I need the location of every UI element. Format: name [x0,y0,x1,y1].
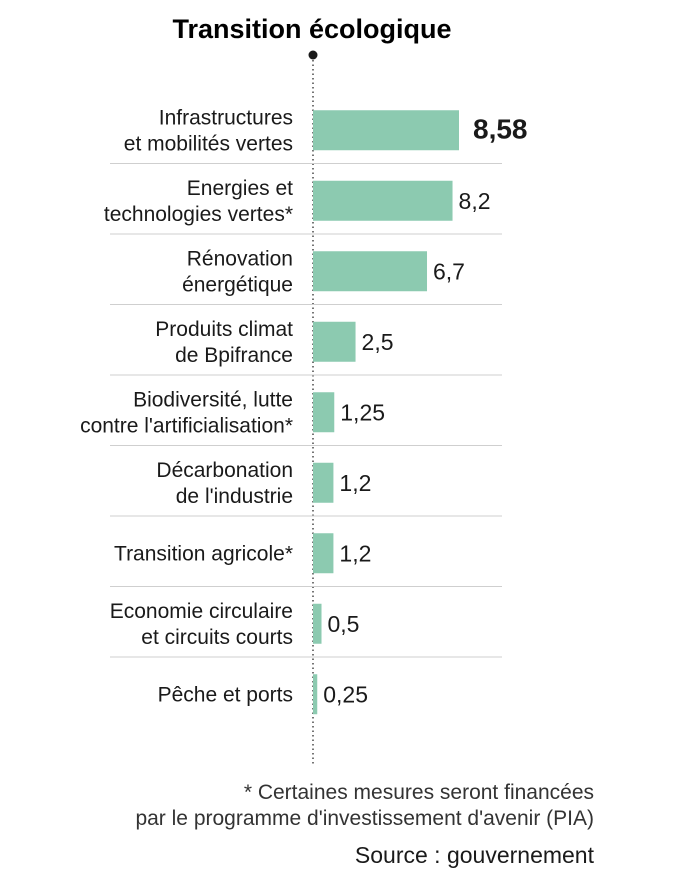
axis-top-dot [308,50,318,60]
bar [313,603,322,644]
category-label: Produits climat de Bpifrance [155,318,293,367]
source-credit: Source : gouvernement [354,842,594,868]
category-label: Infrastructures et mobilités vertes [124,106,293,155]
value-label: 6,7 [433,258,465,284]
bar [313,462,334,503]
category-label: Energies et technologies vertes* [104,177,293,226]
bar-row: Produits climat de Bpifrance 2,5 [110,318,502,376]
bar [313,392,335,433]
bar [313,110,459,151]
bar [313,180,453,221]
value-label: 8,58 [473,113,528,144]
axis-line [308,50,318,765]
value-label: 2,5 [362,329,394,355]
value-label: 8,2 [459,188,491,214]
category-label: Pêche et ports [158,683,293,706]
bar-row: Rénovation énergétique 6,7 [110,247,502,305]
category-label: Transition agricole* [114,542,293,565]
value-label: 1,25 [340,399,385,425]
category-label: Biodiversité, lutte contre l'artificialis… [80,388,293,437]
value-label: 0,5 [328,611,360,637]
footnote-line-2: par le programme d'investissement d'aven… [135,807,594,830]
category-label: Economie circulaire et circuits courts [110,600,293,649]
footnote-line-1: * Certaines mesures seront financées [243,781,594,804]
bar-row: Transition agricole* 1,2 [110,533,502,587]
chart-title: Transition écologique [172,14,451,44]
bar-row: Biodiversité, lutte contre l'artificialis… [80,388,502,446]
bar [313,533,334,574]
bar-row: Décarbonation de l'industrie 1,2 [110,459,502,517]
value-label: 1,2 [339,470,371,496]
bar [313,674,318,715]
value-label: 0,25 [323,681,368,707]
category-label: Rénovation énergétique [182,247,293,296]
bar-row: Economie circulaire et circuits courts 0,5 [110,600,502,658]
bar-row: Energies et technologies vertes* 8,2 [104,177,502,235]
bar [313,321,356,362]
footnote: * Certaines mesures seront financées par… [135,780,594,832]
bar-row: Infrastructures et mobilités vertes 8,58 [110,106,528,164]
bar-row: Pêche et ports 0,25 [158,674,368,715]
bar [313,251,428,292]
value-label: 1,2 [339,540,371,566]
category-label: Décarbonation de l'industrie [156,459,293,508]
